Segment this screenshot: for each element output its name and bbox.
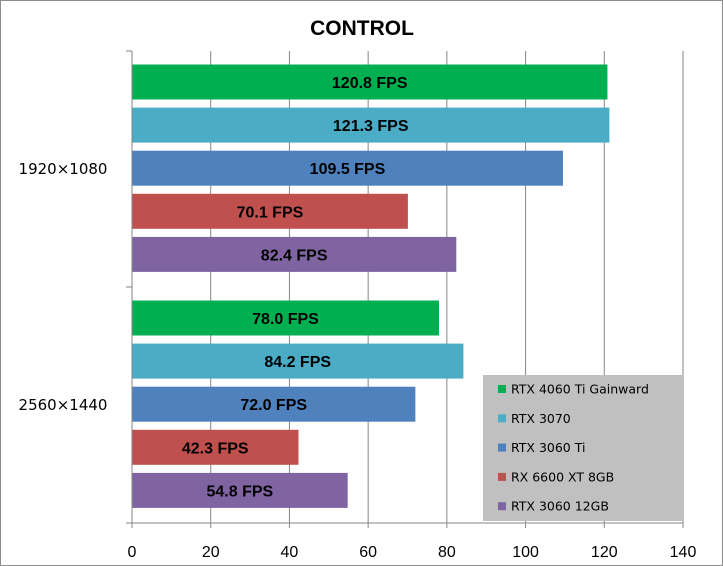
legend-label-5: RTX 3060 12GB [511, 499, 609, 514]
bar-4-1 [132, 193, 408, 229]
legend-swatch-1 [498, 385, 506, 393]
chart-title: CONTROL [310, 17, 414, 40]
legend-label-4: RX 6600 XT 8GB [511, 469, 614, 484]
bar-label-4-1: 70.1 FPS [237, 204, 304, 221]
x-tick-label-60: 60 [359, 544, 377, 561]
legend-box [483, 375, 682, 521]
x-tick-label-140: 140 [670, 544, 697, 561]
bar-3-1 [132, 150, 563, 186]
bar-label-1-1: 120.8 FPS [332, 75, 408, 92]
bar-2-2 [132, 343, 464, 379]
bar-label-5-2: 54.8 FPS [206, 483, 273, 500]
x-tick-label-0: 0 [128, 544, 137, 561]
x-tick-label-40: 40 [281, 544, 299, 561]
legend-swatch-2 [498, 414, 506, 423]
bar-label-4-2: 42.3 FPS [182, 440, 249, 457]
legend-label-2: RTX 3070 [511, 411, 571, 426]
bar-label-3-1: 109.5 FPS [310, 161, 386, 178]
x-tick-label-120: 120 [591, 544, 618, 561]
bar-label-2-2: 84.2 FPS [264, 354, 331, 371]
x-tick-label-20: 20 [202, 544, 220, 561]
x-tick-label-80: 80 [438, 544, 456, 561]
bar-5-1 [132, 236, 457, 272]
axes: 0 20 40 60 80 100 120 140 1920×1080 2560×1440 [19, 50, 697, 561]
legend-swatch-3 [498, 443, 506, 452]
bar-1-2 [132, 300, 439, 336]
legend: RTX 4060 Ti Gainward RTX 3070 RTX 3060 Ti R… [483, 375, 682, 521]
bar-label-3-2: 72.0 FPS [240, 397, 307, 414]
bar-1-1 [132, 64, 608, 100]
bar-3-2 [132, 386, 416, 422]
legend-swatch-5 [498, 502, 506, 511]
bars: 120.8 FPS 78.0 FPS 121.3 FPS 84.2 FPS 109.5 … [132, 64, 610, 508]
bar-label-5-1: 82.4 FPS [261, 247, 328, 264]
bar-5-2 [132, 472, 348, 508]
legend-swatch-4 [498, 472, 506, 481]
bar-label-2-1: 121.3 FPS [333, 118, 409, 135]
bar-2-1 [132, 107, 610, 143]
bar-label-1-2: 78.0 FPS [252, 311, 319, 328]
x-tick-label-100: 100 [512, 544, 539, 561]
bar-4-2 [132, 429, 299, 465]
category-label-0: 1920×1080 [19, 160, 108, 178]
legend-label-3: RTX 3060 Ti [511, 440, 585, 455]
legend-label-1: RTX 4060 Ti Gainward [511, 382, 649, 397]
category-label-1: 2560×1440 [19, 396, 108, 414]
